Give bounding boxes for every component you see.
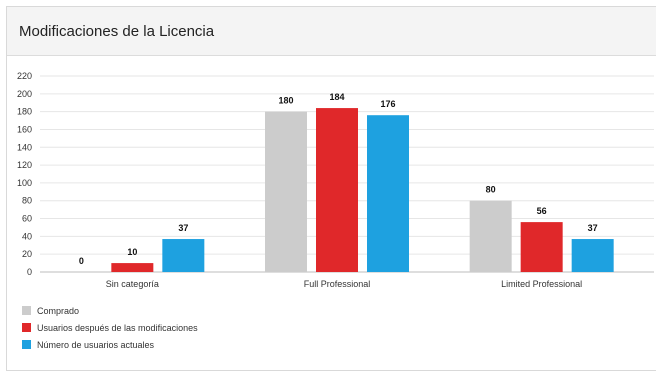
x-category-label: Full Professional xyxy=(304,279,371,289)
y-tick-label: 180 xyxy=(17,107,32,117)
x-category-label: Limited Professional xyxy=(501,279,582,289)
legend-swatch xyxy=(22,306,31,315)
y-tick-label: 100 xyxy=(17,178,32,188)
y-tick-label: 80 xyxy=(22,196,32,206)
bar xyxy=(162,239,205,272)
legend-item-usuarios-actuales[interactable]: Número de usuarios actuales xyxy=(22,336,198,353)
y-tick-label: 140 xyxy=(17,142,32,152)
bar xyxy=(367,115,409,272)
bar xyxy=(469,200,512,272)
bar xyxy=(520,222,563,272)
bar xyxy=(316,108,358,272)
legend-swatch xyxy=(22,340,31,349)
data-label: 10 xyxy=(127,247,137,257)
data-label: 37 xyxy=(588,223,598,233)
legend-item-usuarios-despues[interactable]: Usuarios después de las modificaciones xyxy=(22,319,198,336)
y-tick-label: 0 xyxy=(27,267,32,277)
legend-item-comprado[interactable]: Comprado xyxy=(22,302,198,319)
data-label: 56 xyxy=(537,206,547,216)
legend-label: Comprado xyxy=(37,305,80,316)
legend-label: Usuarios después de las modificaciones xyxy=(37,322,198,333)
data-label: 0 xyxy=(79,256,84,266)
chart-legend: Comprado Usuarios después de las modific… xyxy=(22,302,198,353)
y-tick-label: 40 xyxy=(22,231,32,241)
x-category-label: Sin categoría xyxy=(106,279,159,289)
data-label: 176 xyxy=(380,99,395,109)
bar xyxy=(265,111,307,272)
y-tick-label: 220 xyxy=(17,71,32,81)
y-tick-label: 20 xyxy=(22,249,32,259)
panel-title: Modificaciones de la Licencia xyxy=(19,22,215,40)
y-tick-label: 60 xyxy=(22,214,32,224)
bar xyxy=(111,263,154,272)
license-modifications-panel: Modificaciones de la Licencia xyxy=(6,6,656,371)
bar xyxy=(571,239,614,272)
legend-swatch xyxy=(22,323,31,332)
data-label: 37 xyxy=(178,223,188,233)
bar-chart: 0 20 40 60 80 100 120 140 160 180 200 220 0 10 37 Sin c… xyxy=(17,71,654,289)
legend-label: Número de usuarios actuales xyxy=(37,339,155,350)
data-label: 184 xyxy=(329,92,344,102)
y-tick-label: 120 xyxy=(17,160,32,170)
y-tick-label: 160 xyxy=(17,124,32,134)
y-tick-label: 200 xyxy=(17,89,32,99)
panel-header: Modificaciones de la Licencia xyxy=(7,7,656,56)
data-label: 180 xyxy=(278,96,293,106)
data-label: 80 xyxy=(486,185,496,195)
